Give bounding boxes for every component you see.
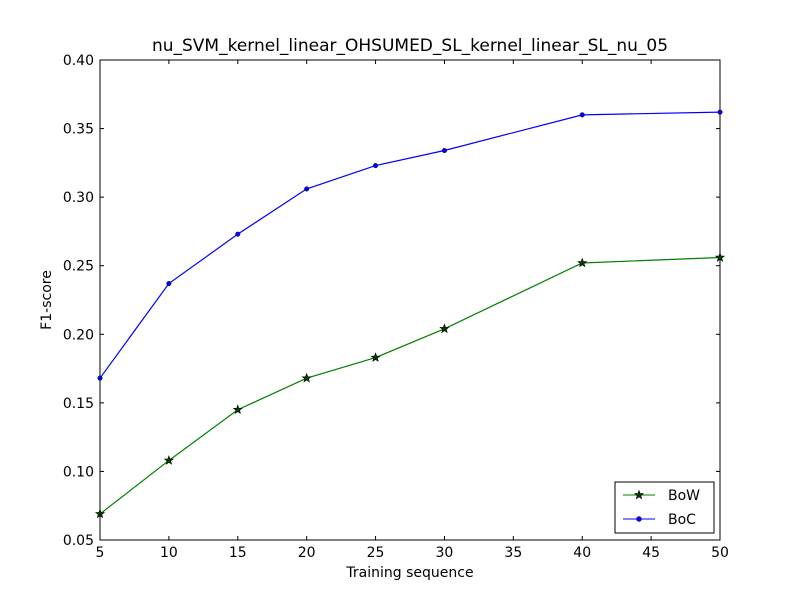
x-tick-label: 40 xyxy=(573,545,591,561)
chart-title: nu_SVM_kernel_linear_OHSUMED_SL_kernel_l… xyxy=(152,36,668,56)
x-tick-label: 15 xyxy=(229,545,247,561)
x-tick-label: 25 xyxy=(367,545,385,561)
plot-area xyxy=(99,59,721,541)
data-point-bow xyxy=(94,508,106,519)
x-axis-label: Training sequence xyxy=(345,565,473,581)
x-axis: 5 10 15 20 25 30 35 40 45 50 xyxy=(96,60,729,561)
legend-label-boc: BoC xyxy=(668,512,696,528)
x-tick-label: 30 xyxy=(436,545,454,561)
data-point-boc xyxy=(235,231,241,237)
data-point-bow xyxy=(232,404,243,415)
data-point-bow xyxy=(577,257,588,268)
data-point-bow xyxy=(714,252,726,262)
data-point-boc xyxy=(717,109,723,115)
y-tick-label: 0.05 xyxy=(63,533,94,549)
x-tick-label: 10 xyxy=(160,545,178,561)
series-layer xyxy=(94,109,726,519)
series-line-boc xyxy=(99,111,721,379)
data-point-boc xyxy=(166,281,172,287)
y-axis-label: F1-score xyxy=(39,270,55,330)
data-point-boc xyxy=(304,186,310,192)
x-tick-label: 5 xyxy=(96,545,105,561)
data-point-bow xyxy=(301,372,312,383)
x-tick-label: 20 xyxy=(298,545,316,561)
legend-marker-bow xyxy=(633,489,645,500)
x-tick-label: 45 xyxy=(642,545,660,561)
x-tick-label: 50 xyxy=(711,545,729,561)
y-tick-label: 0.35 xyxy=(63,122,94,138)
legend-box xyxy=(614,481,715,534)
legend: BoW BoC xyxy=(614,481,715,534)
legend-marker-boc xyxy=(636,516,642,522)
x-tick-label: 35 xyxy=(504,545,522,561)
data-point-bow xyxy=(439,323,450,334)
y-tick-label: 0.40 xyxy=(63,53,94,69)
data-point-boc xyxy=(97,375,103,381)
data-point-boc xyxy=(373,163,379,169)
y-tick-label: 0.30 xyxy=(63,190,94,206)
data-point-boc xyxy=(441,148,447,154)
y-tick-label: 0.15 xyxy=(63,396,94,412)
legend-label-bow: BoW xyxy=(668,488,700,504)
y-axis: 0.05 0.10 0.15 0.20 0.25 0.30 0.35 0.40 xyxy=(63,53,720,549)
data-point-bow xyxy=(163,455,174,465)
data-point-boc xyxy=(579,112,585,118)
data-point-bow xyxy=(370,352,381,362)
y-tick-label: 0.20 xyxy=(63,327,94,343)
y-tick-label: 0.25 xyxy=(63,259,94,275)
series-line-bow xyxy=(99,256,721,515)
y-tick-label: 0.10 xyxy=(63,464,94,480)
